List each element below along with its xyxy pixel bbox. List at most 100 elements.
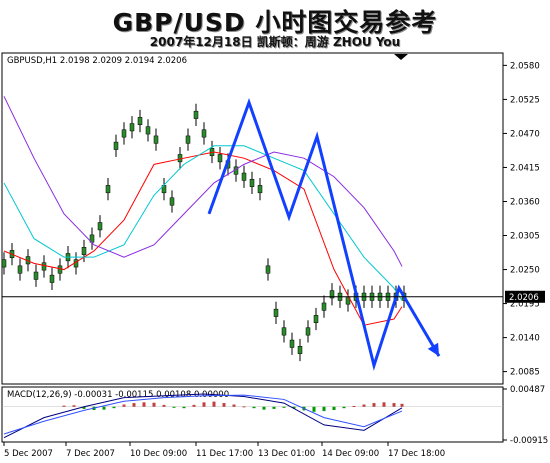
macd-histogram-bar [352, 405, 356, 407]
macd-histogram-bar [162, 404, 166, 407]
price-candle [217, 154, 223, 163]
macd-histogram-bar [112, 406, 116, 409]
macd-histogram-bar [142, 402, 146, 407]
price-candle [289, 339, 295, 348]
chart-shift-marker [394, 54, 408, 60]
price-candle [313, 315, 319, 323]
moving-average-line [3, 96, 403, 267]
macd-histogram-bar [132, 403, 136, 407]
price-candle [257, 185, 263, 194]
price-candle [41, 262, 47, 271]
macd-y-tick-label: -0.00915 [510, 436, 548, 446]
macd-line [3, 393, 403, 439]
price-candle [1, 259, 7, 268]
macd-histogram-bar [122, 404, 126, 407]
macd-histogram-bar [322, 406, 326, 412]
macd-histogram-bar [392, 403, 396, 407]
price-candle [81, 247, 87, 255]
price-candle [105, 185, 111, 194]
x-tick-label: 17 Dec 18:00 [388, 449, 445, 459]
price-candle [113, 141, 119, 150]
price-candle [129, 123, 135, 132]
macd-histogram-bar [192, 404, 196, 407]
price-candle [17, 265, 23, 274]
price-candle [185, 135, 191, 144]
annotation-trend-line [207, 98, 441, 371]
x-tick-label: 11 Dec 17:00 [196, 449, 253, 459]
macd-histogram-bar [172, 406, 176, 408]
macd-histogram-bar [242, 406, 246, 408]
x-tick-label: 13 Dec 01:00 [258, 449, 315, 459]
price-info-label: GBPUSD,H1 2.0198 2.0209 2.0194 2.0206 [7, 56, 187, 66]
price-candle [265, 265, 271, 274]
price-candle [33, 271, 39, 280]
current-price-tag [505, 290, 545, 303]
price-candle [321, 302, 327, 311]
macd-histogram-bar [232, 404, 236, 407]
macd-histogram-bar [102, 406, 106, 410]
price-y-tick-label: 2.0140 [510, 334, 540, 344]
price-y-tick-label: 2.0360 [510, 197, 540, 207]
macd-histogram-bar [152, 402, 156, 407]
macd-histogram-bar [272, 406, 276, 409]
price-y-tick-label: 2.0525 [510, 95, 540, 105]
price-candle [193, 110, 199, 119]
macd-info-label: MACD(12,26,9) -0.00031 -0.00115 0.00108 … [7, 390, 229, 400]
x-tick-label: 14 Dec 09:00 [322, 449, 379, 459]
price-candle [249, 178, 255, 187]
macd-histogram-bar [212, 401, 216, 407]
price-candle [305, 327, 311, 336]
price-candle [169, 197, 175, 206]
x-tick-label: 7 Dec 2007 [66, 449, 115, 459]
price-candle [49, 274, 55, 283]
price-candle [297, 346, 303, 354]
macd-histogram-bar [382, 402, 386, 407]
macd-y-tick-label: 0.00487 [510, 385, 545, 395]
macd-histogram-bar [400, 403, 404, 407]
price-y-tick-label: 2.0085 [510, 368, 540, 378]
price-y-tick-label: 2.0195 [510, 300, 540, 310]
annotation-arrowhead [427, 342, 439, 357]
price-candle [153, 135, 159, 144]
macd-histogram-bar [222, 403, 226, 407]
signal-line [3, 394, 403, 435]
macd-histogram-bar [252, 406, 256, 409]
macd-histogram-bar [72, 405, 76, 407]
moving-average-line [3, 151, 403, 326]
price-y-tick-label: 2.0415 [510, 163, 540, 173]
macd-histogram-bar [312, 406, 316, 412]
price-y-tick-label: 2.0250 [510, 266, 540, 276]
price-candle [121, 129, 127, 138]
price-candle [137, 117, 143, 126]
price-candle [57, 265, 63, 274]
chart-subtitle: 2007年12月18日 凯斯顿：周游 ZHOU You [149, 35, 401, 49]
moving-average-line [3, 145, 403, 301]
macd-histogram-bar [82, 406, 86, 409]
price-candle [241, 172, 247, 181]
macd-histogram-bar [342, 406, 346, 409]
price-candle [273, 308, 279, 317]
macd-histogram-bar [332, 406, 336, 410]
current-price-label: 2.0206 [509, 293, 539, 303]
macd-histogram-bar [62, 405, 66, 407]
price-y-tick-label: 2.0470 [510, 129, 540, 139]
price-candle [177, 154, 183, 163]
price-y-tick-label: 2.0305 [510, 232, 540, 242]
macd-histogram-bar [262, 406, 266, 410]
price-candle [329, 290, 335, 299]
x-tick-label: 10 Dec 09:00 [130, 449, 187, 459]
macd-histogram-bar [372, 403, 376, 407]
price-candle [97, 222, 103, 231]
macd-histogram-bar [292, 406, 296, 409]
chart-title: GBP/USD 小时图交易参考 [112, 8, 438, 37]
macd-histogram-bar [182, 406, 186, 409]
price-y-tick-label: 2.0580 [510, 61, 540, 71]
macd-histogram-bar [202, 402, 206, 407]
price-candle [201, 129, 207, 138]
macd-histogram-bar [362, 404, 366, 407]
x-tick-label: 5 Dec 2007 [4, 449, 53, 459]
price-candle [281, 327, 287, 336]
price-candle [145, 126, 151, 135]
macd-histogram-bar [282, 406, 286, 408]
